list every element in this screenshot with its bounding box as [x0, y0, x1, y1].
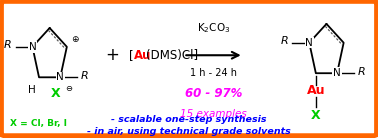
Text: - scalable one-step synthesis: - scalable one-step synthesis: [111, 115, 267, 124]
Text: 1 h - 24 h: 1 h - 24 h: [190, 68, 237, 78]
Text: N: N: [305, 38, 313, 48]
Text: +: +: [105, 46, 119, 64]
Text: $\ominus$: $\ominus$: [65, 84, 73, 93]
Text: 15 examples: 15 examples: [180, 109, 247, 119]
Text: R: R: [4, 40, 12, 51]
Text: X: X: [311, 109, 321, 122]
Text: X = Cl, Br, I: X = Cl, Br, I: [10, 119, 67, 128]
Text: R: R: [81, 71, 88, 81]
Text: R: R: [358, 67, 366, 77]
Text: - in air, using technical grade solvents: - in air, using technical grade solvents: [87, 127, 291, 136]
Text: N: N: [56, 72, 64, 82]
Text: Au: Au: [307, 84, 325, 97]
Text: N: N: [333, 68, 341, 78]
Text: N: N: [29, 42, 36, 52]
Text: [: [: [129, 49, 133, 62]
Text: H: H: [28, 85, 36, 95]
Text: K$_2$CO$_3$: K$_2$CO$_3$: [197, 21, 230, 35]
Text: 60 - 97%: 60 - 97%: [185, 87, 242, 100]
Text: X: X: [51, 87, 61, 100]
Text: Au: Au: [135, 49, 152, 62]
Text: $\oplus$: $\oplus$: [71, 34, 79, 44]
Text: R: R: [281, 36, 289, 46]
Text: (DMS)Cl]: (DMS)Cl]: [146, 49, 198, 62]
